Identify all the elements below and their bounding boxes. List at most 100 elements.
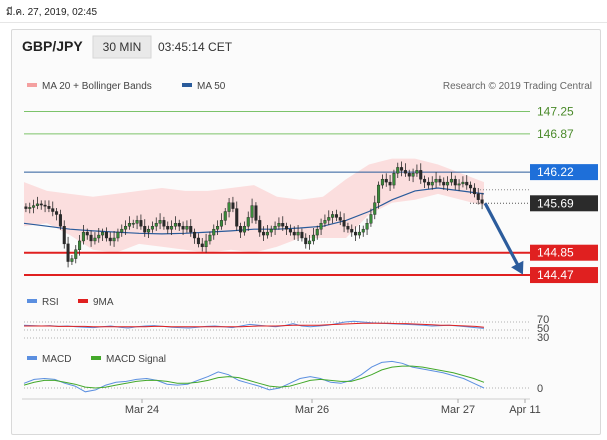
ma20-legend-label: MA 20 + Bollinger Bands — [42, 81, 152, 92]
candle-body — [246, 217, 250, 227]
candle-body — [66, 243, 70, 262]
candle-body — [334, 214, 338, 218]
candle-body — [469, 184, 473, 189]
macd-legend-label: MACD — [42, 354, 71, 365]
candle-body — [39, 203, 43, 206]
level-badge-144.47-bg — [530, 267, 598, 284]
candle-body — [373, 202, 377, 215]
candle-body — [281, 223, 285, 227]
rsi-legend-swatch — [27, 299, 37, 303]
bollinger-band — [24, 158, 484, 253]
macd-signal-legend-swatch — [91, 356, 101, 360]
candle-body — [181, 226, 185, 230]
candle-body — [124, 226, 128, 230]
level-badge-144.47-label: 144.47 — [537, 268, 574, 282]
candle-body — [147, 228, 151, 233]
last-price-badge-label: 145.69 — [537, 196, 574, 210]
candle-body — [58, 214, 62, 227]
candle-body — [139, 220, 143, 227]
candle-body — [288, 228, 292, 233]
x-tick-label: Mar 27 — [441, 404, 475, 416]
candle-body — [170, 226, 174, 230]
candle-body — [166, 226, 170, 230]
forecast-arrow-shaft — [483, 202, 523, 272]
candle-body — [350, 228, 354, 233]
candle-body — [116, 231, 120, 239]
candle-body — [47, 206, 51, 209]
candle-body — [120, 228, 124, 233]
timestamp: มี.ค. 27, 2019, 02:45 — [6, 7, 98, 18]
candle-body — [311, 234, 315, 242]
top-bar: มี.ค. 27, 2019, 02:45 — [0, 0, 607, 23]
candle-body — [219, 220, 223, 227]
x-tick-label: Apr 11 — [509, 404, 541, 416]
candle-body — [384, 178, 388, 183]
timeframe-box — [92, 35, 152, 59]
candle-body — [365, 223, 369, 230]
candle-body — [173, 223, 177, 227]
candle-body — [265, 231, 269, 236]
candle-body — [369, 214, 373, 224]
rsi-ma-legend-swatch — [78, 299, 88, 303]
candle-body — [43, 204, 47, 207]
candle-body — [35, 203, 39, 206]
candle-body — [162, 220, 166, 227]
candle-body — [388, 181, 392, 186]
candle-body — [396, 167, 400, 174]
chart-time: 03:45:14 CET — [158, 40, 233, 54]
candle-body — [476, 193, 480, 200]
level-badge-146.22-label: 146.22 — [537, 165, 574, 179]
macd-signal-legend-label: MACD Signal — [106, 354, 166, 365]
candle-body — [407, 173, 411, 177]
candle-body — [85, 231, 89, 236]
candle-body — [262, 231, 266, 236]
candle-body — [70, 258, 74, 262]
forecast-arrow-head — [511, 260, 524, 275]
candle-body — [377, 184, 381, 203]
candle-body — [465, 181, 469, 186]
ma20-legend-swatch — [27, 83, 37, 87]
price-levels — [24, 111, 530, 277]
level-badge-144.85-label: 144.85 — [537, 246, 574, 260]
level-label-147.25: 147.25 — [537, 105, 574, 119]
candle-body — [453, 178, 457, 186]
bollinger-band-area — [24, 158, 484, 253]
candle-body — [254, 205, 258, 221]
rsi-level-50: 50 — [537, 323, 549, 335]
x-tick-label: Mar 26 — [295, 404, 329, 416]
ma50-line — [23, 187, 485, 235]
candle-body — [323, 220, 327, 224]
candle-body — [354, 231, 358, 236]
candle-body — [430, 181, 434, 186]
candle-body — [461, 181, 465, 185]
candle-body — [112, 237, 116, 242]
candle-body — [300, 231, 304, 239]
candle-body — [24, 206, 28, 209]
research-credit: Research © 2019 Trading Central — [443, 81, 592, 92]
candle-body — [223, 211, 227, 221]
candle-body — [273, 226, 277, 230]
candle-body — [101, 231, 105, 236]
candle-body — [277, 223, 281, 227]
candle-body — [231, 202, 235, 209]
candle-body — [400, 167, 404, 171]
candle-body — [480, 199, 484, 204]
candle-body — [446, 181, 450, 186]
candle-body — [28, 207, 32, 209]
x-tick-label: Mar 24 — [125, 404, 159, 416]
candle-body — [419, 170, 423, 180]
candle-body — [242, 226, 246, 233]
candle-body — [423, 178, 427, 183]
timeframe-label: 30 MIN — [103, 40, 142, 54]
candle-body — [74, 249, 78, 259]
macd-panel — [23, 360, 530, 393]
candle-body — [327, 217, 331, 221]
candle-body — [392, 173, 396, 186]
candle-body — [81, 231, 85, 242]
rsi-ma-legend-label: 9MA — [93, 297, 114, 308]
candle-body — [308, 240, 312, 245]
candle-body — [285, 226, 289, 230]
candle-body — [127, 223, 131, 227]
macd-zero-label: 0 — [537, 383, 543, 395]
